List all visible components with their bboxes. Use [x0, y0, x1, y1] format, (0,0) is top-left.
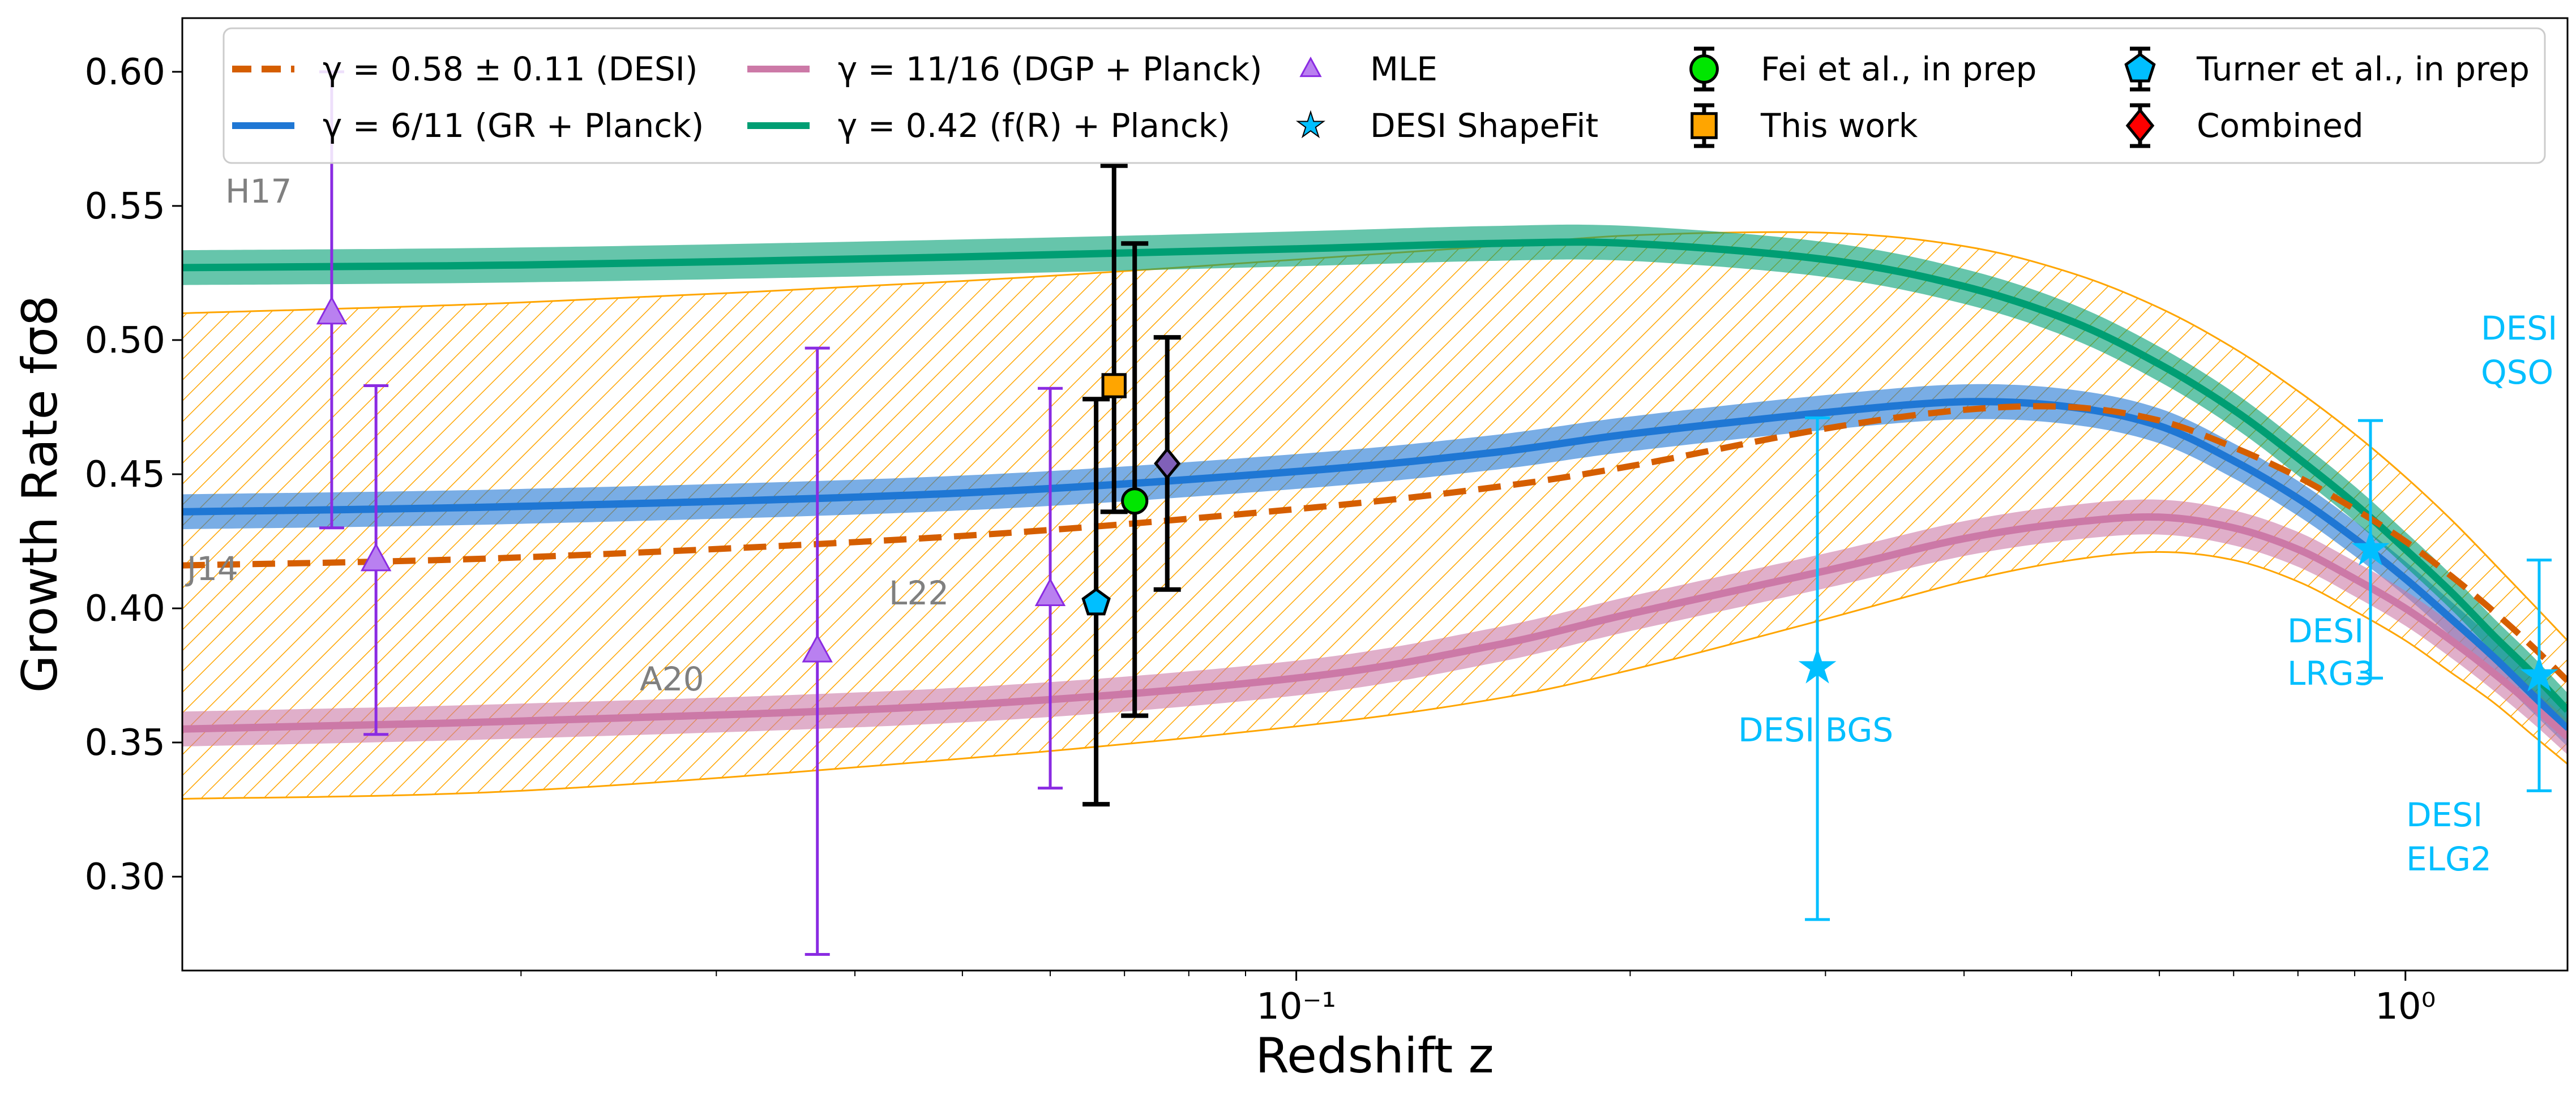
x-tick-label-0.1: 10⁻¹: [1256, 986, 1336, 1028]
desi-lrg3-point: [2351, 419, 2390, 680]
y-tick-label-0.35: 0.35: [85, 722, 166, 764]
combined-point: [1153, 335, 1181, 592]
legend-label-gr: γ = 6/11 (GR + Planck): [323, 106, 704, 145]
legend-label-shapefit: DESI ShapeFit: [1370, 106, 1598, 145]
fei-et-al-in-prep-marker: [1121, 487, 1149, 515]
desi-elg2-label: DESI ELG2: [2406, 796, 2492, 878]
fei-et-al-in-prep-point: [1121, 241, 1149, 718]
legend-label-dgp: γ = 11/16 (DGP + Planck): [838, 50, 1263, 88]
legend-label-turner: Turner et al., in prep: [2196, 50, 2530, 88]
a20-point: [802, 346, 833, 956]
x-axis-title: Redshift z: [1255, 1028, 1494, 1084]
a20-marker: [802, 634, 833, 663]
a20-label: A20: [640, 660, 704, 698]
model-bands: [182, 224, 2568, 800]
y-tick-label-0.40: 0.40: [85, 588, 166, 630]
legend-label-mle: MLE: [1370, 50, 1437, 88]
legend-marker-fei: [1689, 54, 1719, 84]
y-axis-title: Growth Rate fσ8: [12, 295, 69, 693]
combined-marker: [1154, 447, 1181, 480]
turner-et-al-in-prep-point: [1081, 397, 1111, 807]
gr-planck-line: [182, 398, 2568, 732]
x-tick-label-1: 10⁰: [2375, 986, 2436, 1028]
legend-label-desi-gamma: γ = 0.58 ± 0.11 (DESI): [323, 50, 698, 88]
point-annotations: H17 J14 A20 L22 DESI BGS DESI LRG3 DESI ELG2 DESI…: [185, 172, 2557, 878]
gr-planck-band: [182, 384, 2568, 747]
y-tick-label-0.45: 0.45: [85, 454, 166, 496]
desi-qso-label: DESI QSO: [2481, 309, 2557, 392]
y-tick-label-0.60: 0.60: [85, 51, 166, 93]
desi-elg2-marker: [2520, 655, 2558, 692]
legend-marker-combined: [2125, 108, 2155, 144]
legend-marker-shapefit: [1295, 110, 1326, 139]
desi-bgs-point: [1798, 416, 1837, 921]
turner-et-al-in-prep-marker: [1081, 587, 1111, 616]
h17-marker: [316, 296, 348, 325]
this-work-point: [1100, 163, 1128, 514]
legend-label-combined: Combined: [2197, 106, 2364, 145]
desi-elg2-point: [2520, 559, 2558, 792]
legend-label-thiswork: This work: [1760, 106, 1918, 145]
y-tick-label-0.50: 0.50: [85, 320, 166, 362]
h17-label: H17: [225, 172, 292, 211]
j14-label: J14: [185, 550, 238, 588]
j14-point: [360, 384, 392, 736]
desi-lrg3-marker: [2351, 529, 2390, 566]
desi-bgs-marker: [1798, 647, 1837, 684]
fr-planck-band: [182, 224, 2568, 728]
legend-label-fei: Fei et al., in prep: [1761, 50, 2036, 88]
model-lines: [182, 238, 2568, 740]
axis-ticks: 0.30 0.35 0.40 0.45 0.50 0.55 0.60 10⁻¹ 10⁰: [85, 51, 2436, 1028]
desi-gamma-line: [182, 403, 2568, 683]
y-tick-label-0.30: 0.30: [85, 856, 166, 898]
legend-marker-turner: [2124, 52, 2156, 83]
plot-frame: [181, 17, 2569, 972]
desi-lrg3-label: DESI LRG3: [2287, 612, 2374, 693]
legend-marker-mle: [1299, 56, 1322, 78]
l22-label: L22: [889, 574, 949, 612]
dgp-planck-band: [182, 499, 2568, 755]
fr-planck-line: [182, 238, 2568, 713]
legend: γ = 0.58 ± 0.11 (DESI) γ = 6/11 (GR + Pla…: [222, 27, 2546, 164]
l22-marker: [1034, 577, 1066, 606]
desi-bgs-label: DESI BGS: [1738, 711, 1893, 749]
dgp-planck-line: [182, 513, 2568, 740]
y-tick-label-0.55: 0.55: [85, 186, 166, 227]
j14-marker: [360, 543, 392, 572]
legend-label-fr: γ = 0.42 (f(R) + Planck): [838, 106, 1230, 145]
l22-point: [1034, 387, 1066, 790]
legend-marker-thiswork: [1691, 112, 1718, 139]
legend-box: [222, 27, 2546, 164]
this-work-marker: [1101, 373, 1127, 398]
